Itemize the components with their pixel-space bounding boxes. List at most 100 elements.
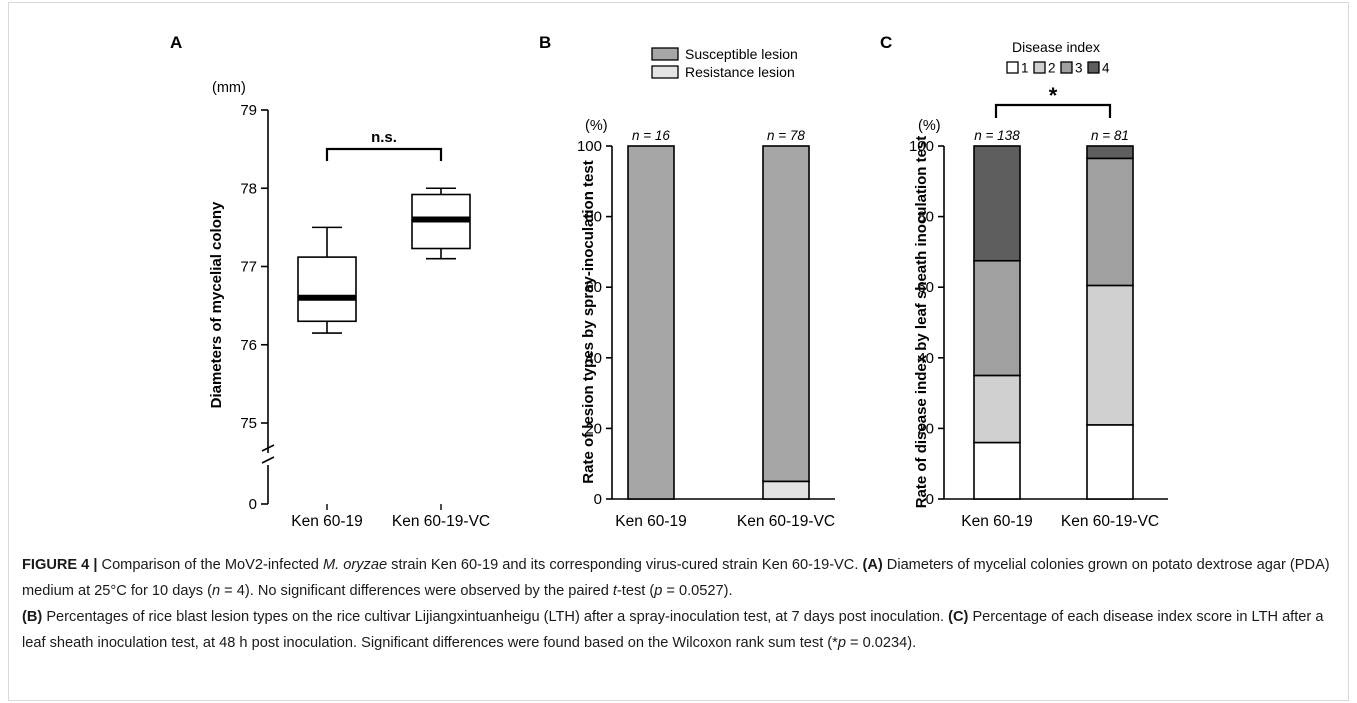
panel-c-annotation: * [1049,83,1058,108]
panel-b-x-tick-label: Ken 60-19-VC [737,513,835,530]
caption-p-var-a: p [654,583,663,599]
panel-b-bars: n = 16 n = 78 [627,128,810,500]
caption-label-a: (A) [862,557,883,573]
panel-c-y-tick-label: 100 [909,138,934,155]
panel-a: A (mm) Diameters of mycelial colony 0 75 7… [170,33,490,530]
panel-c-y-axis: 0 20 40 60 80 100 [909,138,1168,508]
panel-a-x-tick-label: Ken 60-19-VC [392,513,490,530]
caption-label-b: (B) [22,609,43,625]
panel-a-x-labels: Ken 60-19 Ken 60-19-VC [291,504,490,530]
caption-p-var-c: p [837,635,846,651]
panel-c-y-tick-label: 0 [926,491,934,508]
panel-c-unit-label: (%) [918,118,941,134]
figure-frame [8,2,1349,701]
panel-b-x-tick-label: Ken 60-19 [615,513,687,530]
panel-b-bar-segment [762,145,810,483]
panel-b-legend-swatch [651,65,679,79]
caption-text-a-3: -test ( [616,583,655,599]
panel-a-y-tick-label: 75 [240,415,257,432]
caption-text-c-1: Percentage of each disease index score i… [22,609,1324,651]
panel-b-legend-label: Susceptible lesion [685,46,798,62]
panel-c-legend-swatch [1006,61,1019,74]
panel-c-letter: C [880,33,892,52]
panel-c-significance-bracket [994,103,1112,118]
panel-a-annotation: n.s. [371,129,397,146]
panel-c-bar-segment [1086,157,1134,287]
panel-b-bar-segment [627,145,675,500]
caption-intro-1: Comparison of the MoV2-infected [101,557,319,573]
panel-b-n-label: n = 16 [632,128,670,143]
caption-intro-2: strain Ken 60-19 and its corresponding v… [391,557,859,573]
caption-species: M. oryzae [323,557,388,573]
figure-charts: A (mm) Diameters of mycelial colony 0 75 7… [170,33,1168,530]
panel-c-legend-label: 4 [1102,61,1110,76]
panel-c-x-tick-label: Ken 60-19 [961,513,1033,530]
panel-b-letter: B [539,33,551,52]
panel-c-x-labels: Ken 60-19 Ken 60-19-VC [961,513,1159,530]
panel-a-significance-bracket [325,147,443,161]
panel-b-legend-swatch [651,47,679,61]
panel-c-y-tick-label: 80 [917,209,934,226]
panel-a-axis-break-mark [261,456,275,464]
caption-text-c-2: = 0.0234). [850,635,917,651]
caption-text-b: Percentages of rice blast lesion types o… [46,609,945,625]
caption-separator: | [93,557,98,573]
panel-b-bar-segment [762,480,810,500]
panel-a-letter: A [170,33,182,52]
panel-c-x-tick-label: Ken 60-19-VC [1061,513,1159,530]
panel-b-legend-label: Resistance lesion [685,64,795,80]
panel-b-y-tick-label: 100 [577,138,602,155]
panel-b-n-label: n = 78 [767,128,805,143]
panel-b-x-labels: Ken 60-19 Ken 60-19-VC [615,513,835,530]
panel-a-boxes [297,187,471,334]
panel-c: C (%) Rate of disease index by leaf shea… [880,33,1168,530]
panel-a-y-tick-label: 78 [240,180,257,197]
panel-c-legend-swatch [1087,61,1100,74]
panel-a-y-tick-label: 76 [240,337,257,354]
panel-b-unit-label: (%) [585,118,608,134]
panel-b-y-tick-label: 60 [585,279,602,296]
panel-a-y-axis: 0 75 76 77 78 79 [240,102,275,513]
caption-t-var: t [612,583,617,599]
panel-c-y-tick-label: 40 [917,350,934,367]
panel-c-legend-label: 1 [1021,61,1029,76]
panel-b-y-axis-label: Rate of lesion types by spray-inoculatio… [580,160,597,483]
panel-c-bar-segment [1086,145,1134,160]
panel-c-bar-segment [973,441,1021,500]
panel-c-legend-title: Disease index [1012,39,1100,55]
caption-text-a-4: = 0.0527). [666,583,733,599]
caption-n-var: n [211,583,221,599]
caption-text-a-1: Diameters of mycelial colonies grown on … [22,557,1330,599]
panel-a-y-axis-label: Diameters of mycelial colony [208,201,225,408]
panel-b-y-tick-label: 0 [594,491,602,508]
panel-c-legend-label: 3 [1075,61,1083,76]
panel-c-bar-segment [1086,424,1134,500]
panel-c-bar-segment [1086,284,1134,426]
panel-c-n-label: n = 138 [974,128,1020,143]
panel-c-bar-segment [973,259,1021,377]
panel-c-bar-segment [973,145,1021,262]
panel-b: B (%) Rate of lesion types by spray-inoc… [539,33,835,530]
panel-c-y-tick-label: 20 [917,420,934,437]
panel-a-x-tick-label: Ken 60-19 [291,513,363,530]
panel-b-y-tick-label: 40 [585,350,602,367]
panel-c-y-axis-label: Rate of disease index by leaf sheath ino… [913,136,930,509]
panel-b-y-tick-label: 80 [585,209,602,226]
panel-b-y-tick-label: 20 [585,420,602,437]
panel-c-legend-label: 2 [1048,61,1056,76]
panel-c-legend-swatch [1033,61,1046,74]
caption-text-a-2: = 4). No significant differences were ob… [224,583,609,599]
panel-c-y-tick-label: 60 [917,279,934,296]
panel-a-y-tick-label: 77 [240,259,257,276]
panel-c-bar-segment [973,374,1021,444]
panel-c-n-label: n = 81 [1091,128,1129,143]
panel-a-y-tick-label: 79 [240,102,257,119]
panel-c-legend: 1 2 3 4 [1006,61,1110,76]
panel-b-legend: Susceptible lesion Resistance lesion [651,46,798,80]
figure-caption: FIGURE 4 | Comparison of the MoV2-infect… [22,552,1342,656]
box-iqr [297,256,357,323]
panel-c-bars: n = 138 n = 81 [973,128,1134,500]
caption-label-c: (C) [948,609,969,625]
panel-c-legend-swatch [1060,61,1073,74]
caption-figure-label: FIGURE 4 [22,557,90,573]
